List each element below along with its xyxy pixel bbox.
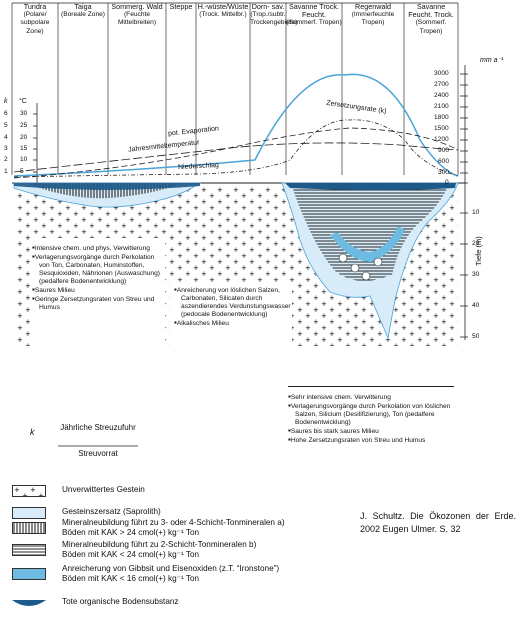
gibbsit-swatch — [12, 568, 46, 580]
temp-tick: 30 — [20, 110, 28, 117]
rock-swatch — [12, 485, 46, 497]
legend-organic: Tote organische Bodensubstanz — [12, 596, 352, 614]
organic-layer-temperate — [14, 183, 200, 190]
precip-tick: 2400 — [434, 92, 449, 99]
note-item: Hohe Zersetzungsraten von Streu und Humu… — [288, 436, 454, 445]
evaporation-curve — [13, 127, 459, 179]
notes-tropics: Sehr intensive chem. Verwitterung Verlag… — [288, 386, 454, 445]
precip-tick: 2700 — [434, 81, 449, 88]
note-item: Verlagerungsvorgänge durch Perkolation v… — [32, 253, 160, 286]
note-item: Alkalisches Milieu — [174, 319, 292, 328]
legend-text: Böden mit KAK < 24 cmol(+) kg⁻¹ Ton — [62, 550, 200, 559]
temp-tick: 15 — [20, 145, 28, 152]
note-item: Anreicherung von löslichen Salzen, Carbo… — [174, 286, 292, 319]
precip-tick: 900 — [438, 147, 450, 154]
precip-tick: 2100 — [434, 103, 449, 110]
note-item: Geringe Zersetzungsraten von Streu und H… — [32, 295, 160, 312]
precip-tick: 1500 — [434, 125, 449, 132]
legend-text: Tote organische Bodensubstanz — [62, 597, 179, 606]
depth-tick: 50 — [472, 333, 480, 340]
temp-tick: 5 — [20, 168, 24, 175]
notes-arid: Anreicherung von löslichen Salzen, Carbo… — [174, 286, 292, 328]
formula-k: k — [30, 427, 35, 437]
depth-tick: 10 — [472, 209, 480, 216]
temp-tick: 20 — [20, 134, 28, 141]
hlines-swatch — [12, 544, 46, 556]
precip-tick: 1800 — [434, 114, 449, 121]
zone-wueste: H.-wüste/Wüste (Trock. Mittelbr.) — [197, 2, 249, 19]
k-tick: 6 — [4, 110, 8, 117]
legend-text: Böden mit KAK > 24 cmol(+) kg⁻¹ Ton — [62, 528, 200, 537]
zone-savanne-right: Savanne Feucht. Trock. (Sommerf. Tropen) — [408, 2, 454, 35]
niederschlag-curve — [13, 119, 459, 178]
legend-unweathered-rock: Unverwittertes Gestein — [12, 483, 352, 501]
temp-tick: 25 — [20, 122, 28, 129]
saprolith-swatch — [12, 507, 46, 519]
legend-text: Mineralneubildung führt zu 2-Schicht-Ton… — [62, 540, 257, 549]
legend-saprolith: Gesteinszersatz (Saprolith) — [12, 505, 352, 523]
legend-clay-3-4: Mineralneubildung führt zu 3- oder 4-Sch… — [12, 518, 352, 540]
k-tick: 4 — [4, 134, 8, 141]
temperature-curve — [13, 142, 459, 173]
k-tick: 3 — [4, 145, 8, 152]
depth-tick: 40 — [472, 302, 480, 309]
notes-humid-midlatitudes: Intensive chem. und phys. Verwitterung V… — [32, 244, 160, 312]
precip-tick: 1200 — [434, 136, 449, 143]
precip-tick: 3000 — [434, 70, 449, 77]
k-tick: 1 — [4, 168, 8, 175]
vlines-swatch — [12, 522, 46, 534]
zone-steppe: Steppe — [169, 2, 193, 11]
zone-dividers — [11, 3, 459, 175]
zone-taiga: Taiga (Boreale Zone) — [61, 2, 105, 19]
legend-text: Gesteinszersatz (Saprolith) — [62, 507, 161, 516]
legend-text: Mineralneubildung führt zu 3- oder 4-Sch… — [62, 518, 285, 527]
note-item: Intensive chem. und phys. Verwitterung — [32, 244, 160, 253]
zone-sommergruener-wald: Sommerg. Wald (Feuchte Mittelbreiten) — [111, 2, 163, 27]
note-item: Saures bis stark saures Milieu — [288, 427, 454, 436]
legend-clay-2: Mineralneubildung führt zu 2-Schicht-Ton… — [12, 540, 352, 562]
zone-regenwald: Regenwald (Immerfeuchte Tropen) — [351, 2, 395, 27]
zone-tundra: Tundra (Polare/ subpolare Zone) — [20, 2, 50, 35]
precip-tick: 300 — [438, 169, 450, 176]
organic-swatch — [12, 600, 46, 606]
k-tick: 2 — [4, 156, 8, 163]
legend-text: Unverwittertes Gestein — [62, 485, 145, 494]
note-item: Verlagerungsvorgänge durch Perkolation v… — [288, 402, 454, 427]
note-item: Saures Milieu — [32, 286, 160, 295]
gibbsit-layer — [330, 226, 405, 262]
temp-tick: 10 — [20, 156, 28, 163]
precip-tick: 600 — [438, 158, 450, 165]
temp-axis-label: °C — [19, 98, 27, 105]
formula-denominator: Streuvorrat — [78, 449, 118, 458]
citation: J. Schultz. Die Ökozonen der Erde. 2002 … — [360, 511, 516, 534]
k-axis-label: k — [4, 98, 8, 105]
clay-2-layer — [292, 186, 448, 281]
depth-tick: 20 — [472, 240, 480, 247]
precip-tick: 0 — [445, 179, 449, 186]
legend-text: Anreicherung von Gibbsit und Eisenoxiden… — [62, 564, 280, 573]
depth-tick: 30 — [472, 271, 480, 278]
legend-gibbsit: Anreicherung von Gibbsit und Eisenoxiden… — [12, 564, 352, 586]
formula-numerator: Jährliche Streuzufuhr — [60, 423, 136, 432]
zersetzungsrate-curve — [13, 73, 459, 177]
legend-text: Böden mit KAK < 16 cmol(+) kg⁻¹ Ton — [62, 574, 200, 583]
zone-savanne-left: Savanne Trock. Feucht. (Sommerf. Tropen) — [286, 2, 342, 27]
zone-dornsavanne: Dorn- sav. (Trop./subtr. Trockengebiete) — [250, 2, 298, 27]
precip-unit-label: mm a⁻¹ — [480, 57, 504, 64]
note-item: Sehr intensive chem. Verwitterung — [288, 393, 454, 402]
organic-layer-tropical — [285, 183, 456, 190]
depth-axis-label: Tiefe (m) — [474, 236, 483, 266]
k-tick: 5 — [4, 122, 8, 129]
